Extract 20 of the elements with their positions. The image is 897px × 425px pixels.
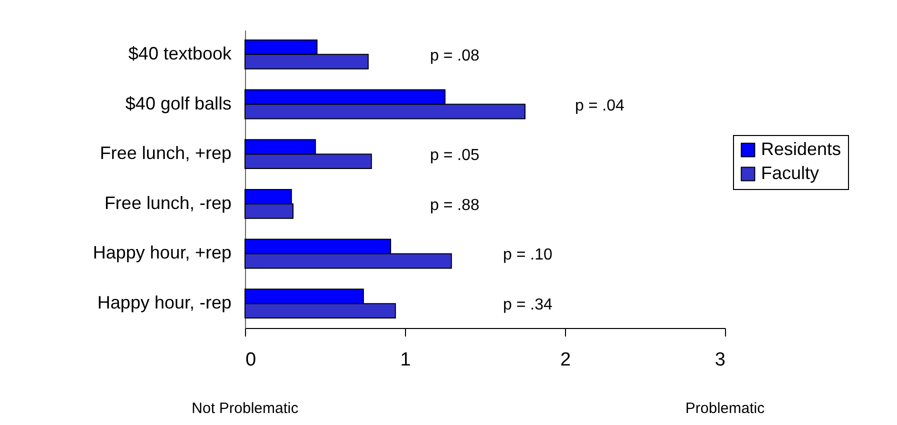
annotation: p = .10 — [503, 246, 552, 264]
x-tick-label: 3 — [714, 350, 726, 370]
y-tick-label: Free lunch, -rep — [104, 192, 232, 213]
y-tick-label: Happy hour, +rep — [92, 242, 232, 263]
y-tick-label: Free lunch, +rep — [100, 143, 232, 164]
annotation: p = .05 — [430, 147, 480, 164]
annotation: p = .34 — [503, 296, 552, 314]
legend-label: Faculty — [761, 163, 820, 183]
annotation: p = .04 — [575, 97, 624, 114]
y-tick-label: Happy hour, -rep — [97, 292, 232, 313]
y-tick-label: $40 textbook — [128, 43, 232, 64]
text: Not Problematic — [192, 400, 299, 417]
annotation: p = .88 — [430, 196, 480, 214]
x-tick-label: 2 — [560, 350, 571, 370]
annotation: p = .08 — [430, 47, 480, 64]
text: Problematic — [685, 400, 766, 417]
legend-label: Residents — [761, 139, 842, 159]
x-tick-label: 1 — [400, 350, 411, 370]
y-tick-label: $40 golf balls — [125, 93, 232, 114]
x-tick-label: 0 — [246, 350, 256, 370]
